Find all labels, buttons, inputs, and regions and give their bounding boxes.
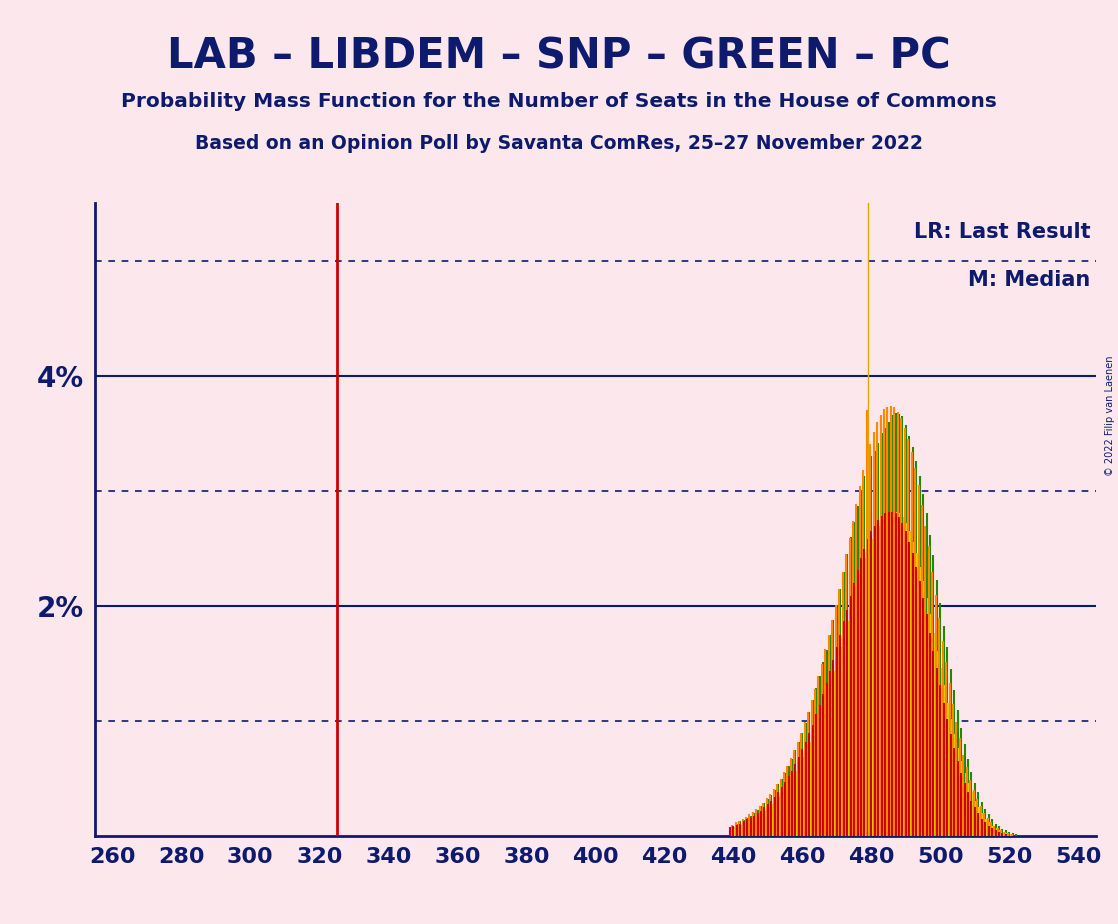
Text: Probability Mass Function for the Number of Seats in the House of Commons: Probability Mass Function for the Number…	[121, 92, 997, 112]
Text: © 2022 Filip van Laenen: © 2022 Filip van Laenen	[1106, 356, 1115, 476]
Text: LR: Last Result: LR: Last Result	[915, 223, 1091, 242]
Text: M: Median: M: Median	[968, 270, 1091, 290]
Text: LAB – LIBDEM – SNP – GREEN – PC: LAB – LIBDEM – SNP – GREEN – PC	[167, 35, 951, 77]
Text: Based on an Opinion Poll by Savanta ComRes, 25–27 November 2022: Based on an Opinion Poll by Savanta ComR…	[195, 134, 923, 153]
